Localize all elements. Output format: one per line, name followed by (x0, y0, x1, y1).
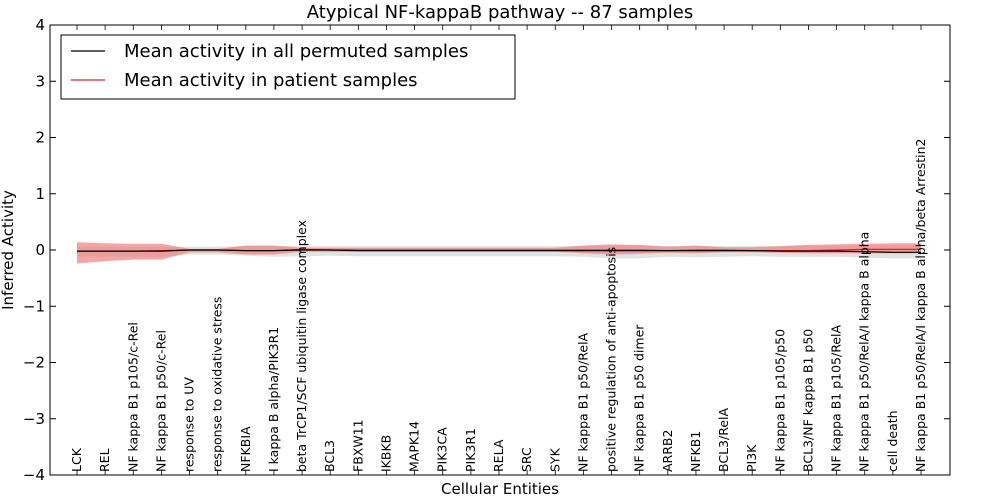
legend-box (60, 34, 516, 100)
category-label: NF kappa B1 p105/p50 (772, 329, 787, 472)
legend: Mean activity in all permuted samples Me… (60, 34, 516, 100)
y-tick-label: 1 (35, 185, 45, 203)
category-label: positive regulation of anti-apoptosis (604, 247, 619, 472)
series-lines (77, 248, 921, 253)
category-label: response to oxidative stress (210, 297, 225, 472)
category-label: NFKBIA (238, 426, 253, 472)
category-label: NF kappa B1 p50/RelA/I kappa B alpha (857, 232, 872, 472)
chart-title: Atypical NF-kappaB pathway -- 87 samples (307, 2, 693, 23)
category-label: FBXW11 (350, 419, 365, 472)
category-label: NF kappa B1 p50/RelA/I kappa B alpha/bet… (913, 139, 928, 473)
category-label: BCL3/RelA (716, 408, 731, 472)
category-label: MAPK14 (407, 421, 422, 472)
y-axis-ticks: −4 −3 −2 −1 0 1 2 3 4 (23, 16, 950, 484)
y-tick-label: 3 (35, 72, 45, 90)
y-tick-label: 4 (35, 16, 45, 34)
category-label: NF kappa B1 p50/c-Rel (153, 330, 168, 472)
y-tick-label: −2 (23, 354, 45, 372)
series-line-permuted (77, 249, 921, 253)
category-label: I kappa B alpha/PIK3R1 (266, 327, 281, 472)
category-label: PIK3R1 (463, 428, 478, 472)
category-label: RELA (491, 439, 506, 472)
legend-entry-permuted: Mean activity in all permuted samples (124, 41, 468, 62)
confidence-bands (77, 242, 921, 264)
category-label: SYK (547, 447, 562, 472)
category-label: PI3K (744, 444, 759, 472)
category-label: BCL3 (322, 440, 337, 472)
category-label: response to UV (182, 377, 197, 472)
y-axis-label: Inferred Activity (0, 190, 17, 310)
category-label: NFKB1 (688, 431, 703, 472)
category-label: NF kappa B1 p50 dimer (632, 324, 647, 472)
category-label: BCL3/NF kappa B1 p50 (801, 329, 816, 472)
category-label: SRC (519, 447, 534, 472)
category-labels: LCK REL NF kappa B1 p105/c-Rel NF kappa B1 … (69, 139, 928, 473)
category-label: NF kappa B1 p105/RelA (829, 325, 844, 472)
y-tick-label: −3 (23, 410, 45, 428)
category-label: NF kappa B1 p50/RelA (575, 332, 590, 472)
category-label: NF kappa B1 p105/c-Rel (125, 322, 140, 472)
y-tick-label: −4 (23, 466, 45, 484)
category-label: LCK (69, 447, 84, 472)
category-label: PIK3CA (435, 427, 450, 472)
legend-entry-patient: Mean activity in patient samples (124, 70, 418, 91)
y-tick-label: 0 (35, 241, 45, 259)
patient-band (77, 242, 921, 264)
x-axis-label: Cellular Entities (441, 480, 559, 498)
category-label: beta TrCP1/SCF ubiquitin ligase complex (294, 220, 309, 472)
category-label: REL (97, 448, 112, 472)
y-tick-label: −1 (23, 297, 45, 315)
category-label: IKBKB (379, 435, 394, 472)
plot-frame (49, 24, 951, 476)
category-label: cell death (885, 410, 900, 472)
y-tick-label: 2 (35, 129, 45, 147)
category-label: ARRB2 (660, 430, 675, 472)
